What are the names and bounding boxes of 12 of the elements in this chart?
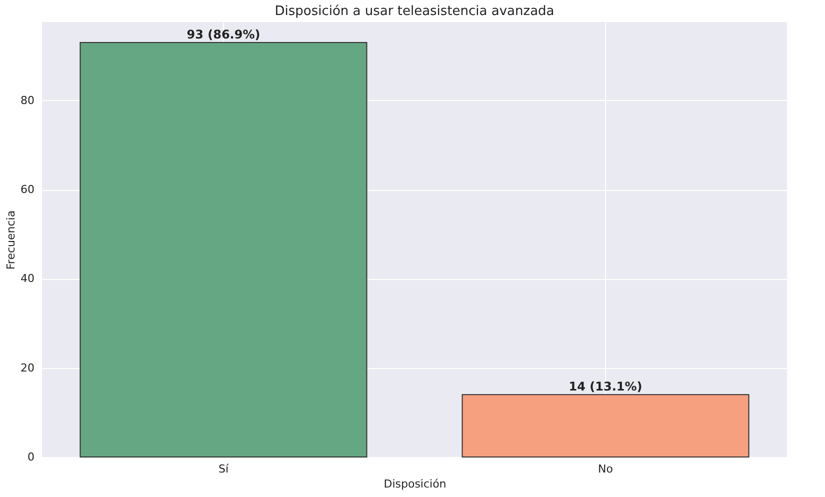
y-axis-title: Frecuencia	[4, 210, 18, 270]
data-label: 14 (13.1%)	[568, 380, 642, 394]
y-tick-label: 80	[20, 94, 34, 107]
x-tick-label: Sí	[218, 462, 230, 476]
x-tick-label: No	[598, 462, 614, 476]
y-tick-label: 40	[20, 272, 34, 286]
y-tick-label: 0	[28, 450, 34, 464]
x-axis-title: Disposición	[384, 478, 446, 490]
y-tick-label: 60	[20, 183, 34, 196]
y-tick-label: 20	[20, 361, 34, 374]
chart-title: Disposición a usar teleasistencia avanzada	[274, 4, 554, 19]
data-label: 93 (86.9%)	[186, 28, 260, 42]
